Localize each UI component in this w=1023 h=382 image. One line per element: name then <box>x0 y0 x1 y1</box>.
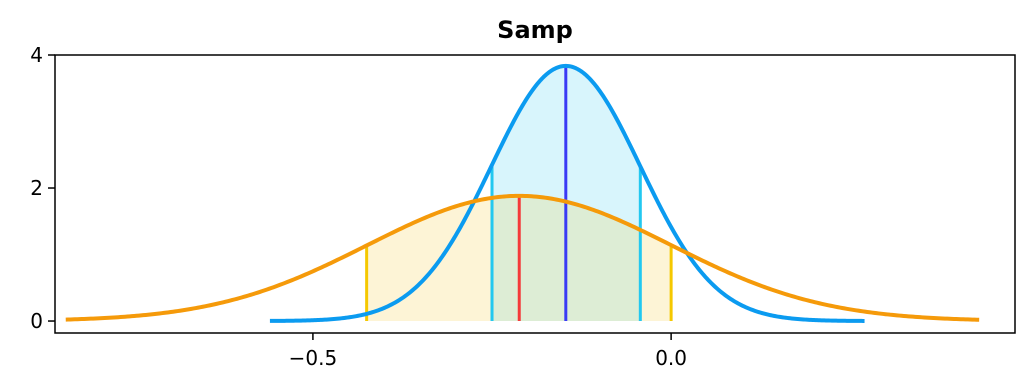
ticks: −0.5 0.0 0 2 4 <box>30 43 687 370</box>
x-tick-label: −0.5 <box>289 346 338 370</box>
axes-frame <box>54 54 1016 334</box>
y-tick-label: 0 <box>30 309 43 333</box>
plot-area <box>65 63 980 323</box>
series-1-density-curve <box>269 63 866 323</box>
chart-title: Samp <box>497 16 573 44</box>
series-2-density-curve <box>65 193 980 322</box>
y-tick-label: 2 <box>30 176 43 200</box>
x-tick-label: 0.0 <box>655 346 687 370</box>
y-tick-label: 4 <box>30 43 43 67</box>
